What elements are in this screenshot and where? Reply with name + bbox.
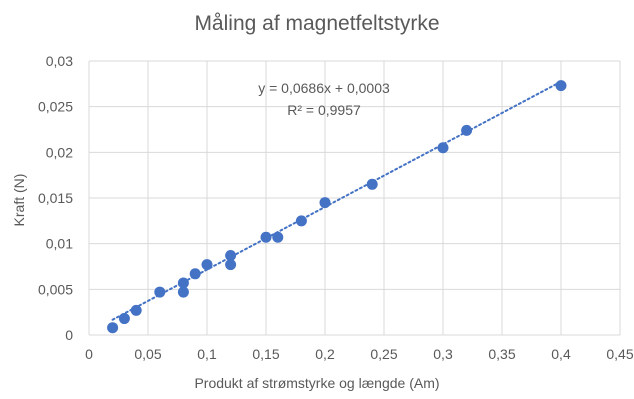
data-point: [225, 259, 237, 271]
x-tick-label: 0,2: [315, 346, 335, 362]
data-point: [555, 80, 567, 92]
y-tick-label: 0,01: [46, 236, 73, 252]
y-axis-label: Kraft (N): [11, 174, 27, 227]
data-point: [107, 322, 119, 334]
x-tick-label: 0: [85, 346, 93, 362]
data-point: [272, 231, 284, 243]
y-axis-tick-labels: 0 0,005 0,01 0,015 0,02 0,025 0,03: [38, 53, 73, 343]
grid: [88, 60, 621, 336]
data-point: [177, 286, 189, 298]
x-tick-label: 0,4: [551, 346, 571, 362]
data-point: [154, 286, 166, 298]
data-point: [260, 231, 272, 243]
x-tick-label: 0,45: [606, 346, 633, 362]
x-tick-label: 0,25: [370, 346, 397, 362]
y-tick-label: 0,005: [38, 281, 73, 297]
data-point: [189, 268, 201, 280]
x-tick-label: 0,3: [433, 346, 453, 362]
y-tick-label: 0: [65, 327, 73, 343]
data-point: [437, 142, 449, 154]
data-point: [366, 178, 378, 190]
data-point: [118, 313, 130, 325]
y-tick-label: 0,03: [46, 53, 73, 69]
y-tick-label: 0,02: [46, 144, 73, 160]
data-point: [461, 124, 473, 136]
x-tick-label: 0,1: [197, 346, 217, 362]
data-point: [225, 250, 237, 262]
data-point: [295, 215, 307, 227]
data-points: [107, 80, 567, 334]
y-tick-label: 0,025: [38, 99, 73, 115]
trendline-r-squared: R² = 0,9957: [287, 102, 361, 118]
trendline-equation: y = 0,0686x + 0,0003: [258, 80, 390, 96]
chart-title: Måling af magnetfeltstyrke: [194, 12, 439, 35]
x-axis-label: Produkt af strømstyrke og længde (Am): [194, 375, 439, 391]
data-point: [177, 277, 189, 289]
data-point: [319, 197, 331, 209]
x-tick-label: 0,35: [488, 346, 515, 362]
data-point: [201, 259, 213, 271]
x-tick-label: 0,05: [134, 346, 161, 362]
y-tick-label: 0,015: [38, 190, 73, 206]
x-axis-tick-labels: 0 0,05 0,1 0,15 0,2 0,25 0,3 0,35 0,4 0,45: [85, 346, 634, 362]
data-point: [130, 304, 142, 316]
x-tick-label: 0,15: [252, 346, 279, 362]
